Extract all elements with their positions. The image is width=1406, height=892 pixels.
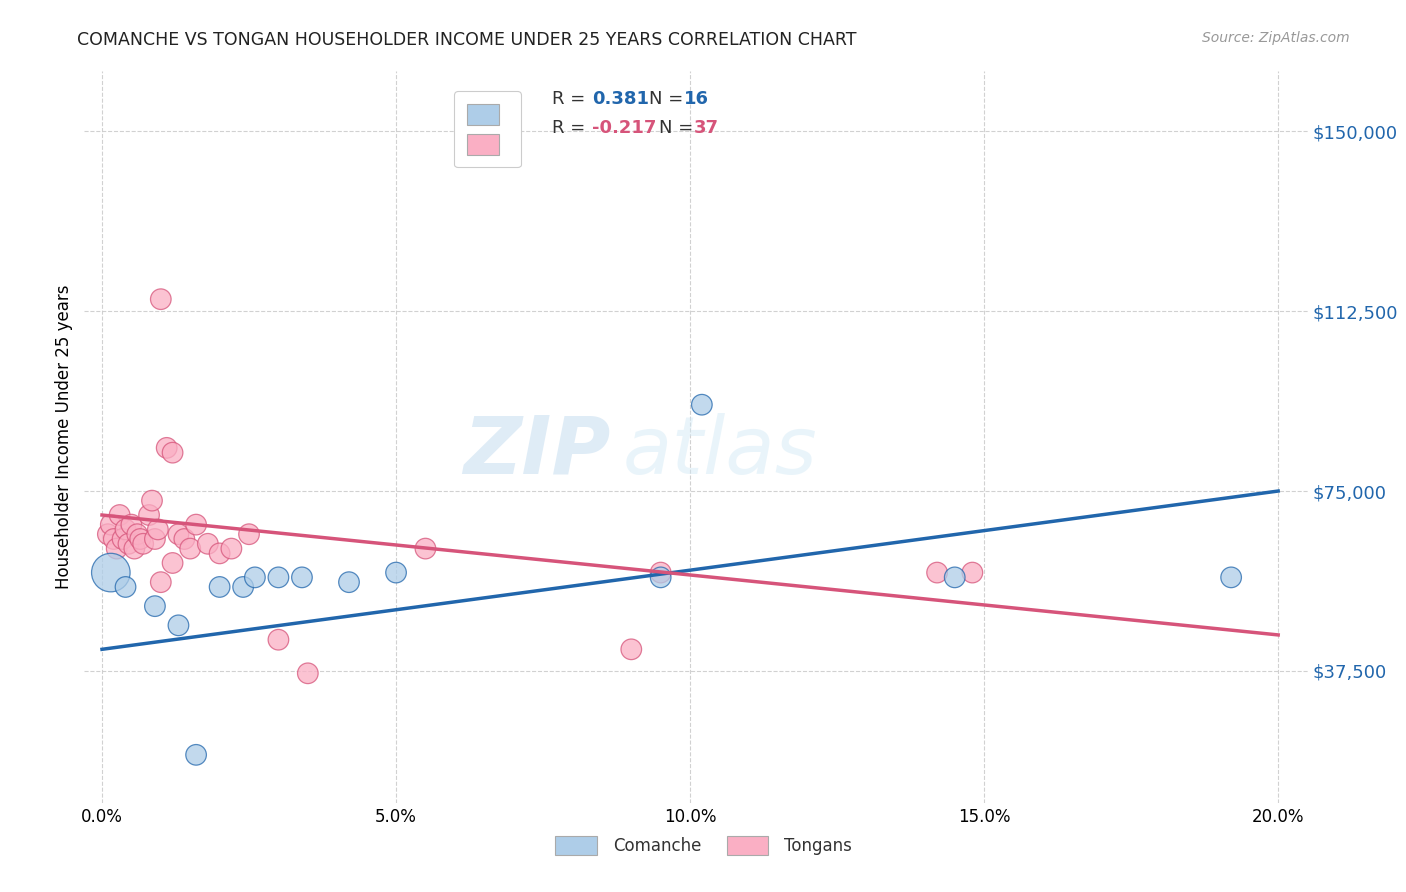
Point [415,541,437,556]
Text: 37: 37 [693,120,718,137]
Point [943,570,966,584]
Point [267,570,290,584]
Point [243,570,266,584]
Point [129,532,152,546]
Text: Comanche: Comanche [613,837,702,855]
Point [962,566,984,580]
Point [167,527,190,541]
Point [143,599,166,614]
Point [124,541,146,556]
Point [1220,570,1243,584]
Point [127,527,149,541]
Point [149,575,172,590]
Point [620,642,643,657]
FancyBboxPatch shape [727,837,768,855]
Text: -0.217: -0.217 [592,120,657,137]
Point [337,575,360,590]
Point [167,618,190,632]
Point [232,580,254,594]
Point [146,523,169,537]
Point [156,441,179,455]
Point [208,580,231,594]
Point [114,580,136,594]
Point [141,493,163,508]
Legend: , : , [454,91,522,168]
Point [650,566,672,580]
Text: N =: N = [650,90,689,108]
Point [162,445,184,459]
Text: atlas: atlas [623,413,817,491]
Point [267,632,290,647]
Point [111,532,134,546]
Text: 0.381: 0.381 [592,90,650,108]
Point [149,292,172,306]
Point [184,747,207,762]
Point [138,508,160,522]
Point [184,517,207,532]
Point [105,541,128,556]
Point [143,532,166,546]
Point [108,508,131,522]
Point [97,527,120,541]
Point [297,666,319,681]
Text: ZIP: ZIP [463,413,610,491]
Point [162,556,184,570]
Point [197,537,219,551]
Point [650,570,672,584]
Point [221,541,243,556]
Text: COMANCHE VS TONGAN HOUSEHOLDER INCOME UNDER 25 YEARS CORRELATION CHART: COMANCHE VS TONGAN HOUSEHOLDER INCOME UN… [77,31,856,49]
Point [925,566,948,580]
Point [100,566,122,580]
Y-axis label: Householder Income Under 25 years: Householder Income Under 25 years [55,285,73,590]
Point [238,527,260,541]
Point [103,532,125,546]
Point [208,546,231,560]
Point [291,570,314,584]
Text: 16: 16 [683,90,709,108]
Text: N =: N = [659,120,699,137]
FancyBboxPatch shape [555,837,598,855]
Point [132,537,155,551]
Point [385,566,408,580]
Point [120,517,142,532]
Point [179,541,201,556]
Point [114,523,136,537]
Text: R =: R = [551,90,591,108]
Point [100,517,122,532]
Text: Tongans: Tongans [785,837,852,855]
Point [690,398,713,412]
Point [173,532,195,546]
Point [117,537,139,551]
Text: R =: R = [551,120,591,137]
Text: Source: ZipAtlas.com: Source: ZipAtlas.com [1202,31,1350,45]
